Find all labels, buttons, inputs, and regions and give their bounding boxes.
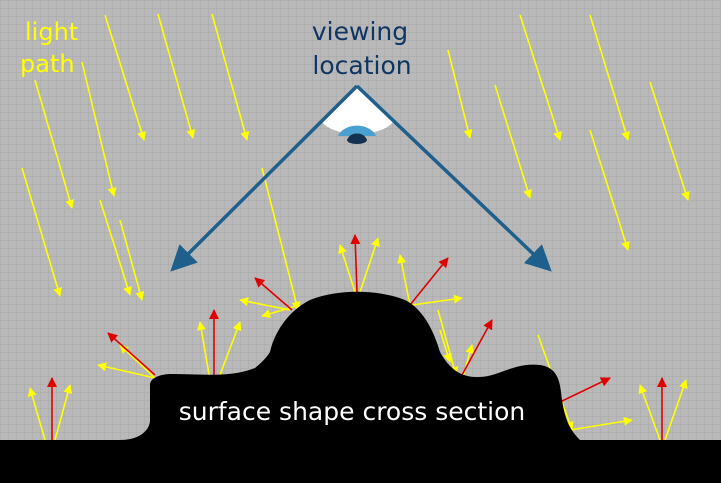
reflected-ray xyxy=(239,297,291,311)
light-ray xyxy=(99,199,132,296)
light-ray xyxy=(81,61,117,197)
reflected-ray xyxy=(638,384,661,441)
light-ray xyxy=(21,167,63,297)
reflected-ray xyxy=(119,344,156,379)
reflected-ray xyxy=(54,384,73,441)
light-ray xyxy=(589,129,630,251)
light-ray xyxy=(589,14,630,141)
light-rays xyxy=(21,13,690,431)
reflected-ray xyxy=(359,237,380,293)
light-ray xyxy=(211,13,250,141)
reflected-ray xyxy=(97,362,156,379)
light-ray xyxy=(34,79,75,209)
reflected-ray xyxy=(411,294,463,306)
viewing-location-label-line1: viewing xyxy=(312,17,408,46)
normal-arrow xyxy=(409,257,449,306)
reflected-ray xyxy=(217,321,242,381)
view-arrow-right xyxy=(355,84,552,272)
surface-shape xyxy=(0,291,721,483)
normal-arrow xyxy=(559,377,611,403)
reflected-ray xyxy=(397,254,411,306)
light-path-label-line1: light xyxy=(25,18,78,46)
surface-label: surface shape cross section xyxy=(179,397,526,426)
light-path-label-line2: path xyxy=(20,50,75,78)
surface-normals xyxy=(47,234,667,440)
light-ray xyxy=(519,14,562,141)
light-ray xyxy=(649,81,690,201)
viewing-location-label-line2: location xyxy=(312,51,411,80)
light-ray xyxy=(494,84,532,199)
view-arrow-left xyxy=(170,84,359,272)
reflected-ray xyxy=(461,344,475,381)
light-ray xyxy=(119,219,145,301)
reflected-ray xyxy=(569,416,633,431)
light-ray xyxy=(437,309,459,376)
reflected-ray xyxy=(261,304,301,319)
normal-arrow xyxy=(461,319,493,376)
eye-icon xyxy=(338,125,376,144)
view-wedge xyxy=(322,88,393,134)
reflected-ray xyxy=(439,329,452,363)
reflected-rays xyxy=(27,237,688,441)
reflected-ray xyxy=(27,387,46,441)
reflected-ray xyxy=(338,244,356,293)
light-ray xyxy=(104,14,146,141)
viewing-directions xyxy=(170,84,552,272)
reflected-ray xyxy=(196,321,211,381)
normal-arrow xyxy=(107,332,156,376)
reflected-ray xyxy=(664,379,688,441)
light-ray xyxy=(447,49,473,139)
light-ray xyxy=(157,13,196,139)
normal-arrow xyxy=(254,277,293,311)
light-ray xyxy=(261,167,301,311)
normal-arrow xyxy=(350,234,361,293)
